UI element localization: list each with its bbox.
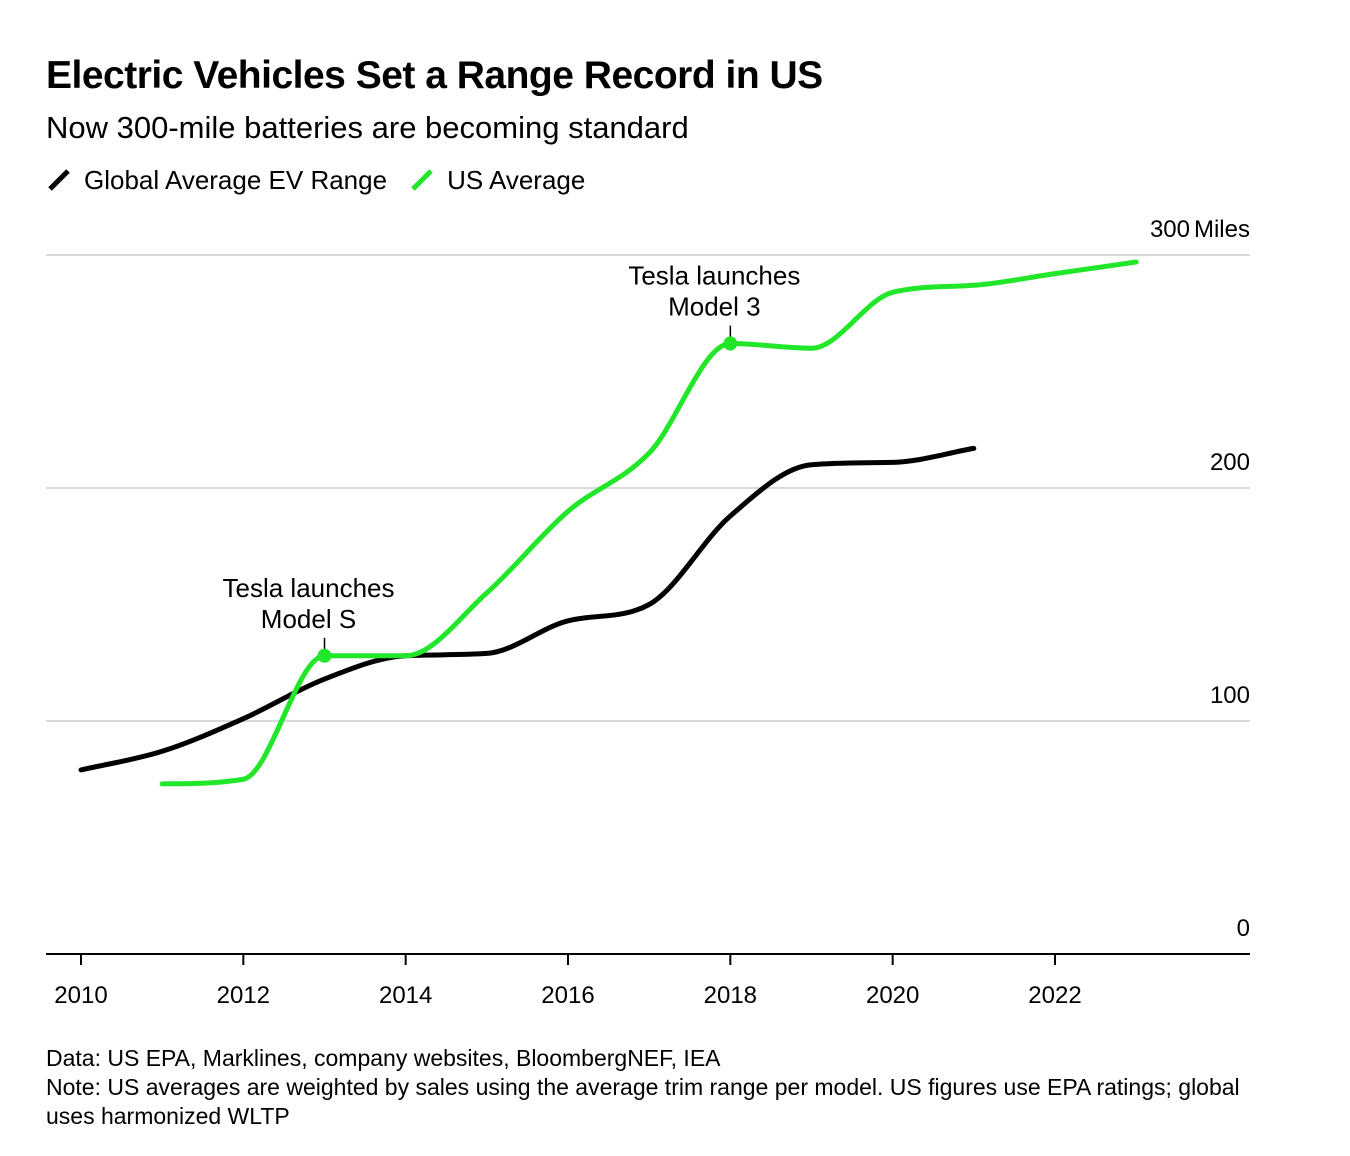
- x-tick-label-2016: 2016: [541, 982, 594, 1009]
- series-line-us: [159, 259, 1139, 787]
- x-tick-label-2014: 2014: [379, 982, 432, 1009]
- annotation-label-1-line-1: Model 3: [668, 292, 761, 322]
- annotation-label-0-line-0: Tesla launches: [223, 573, 395, 603]
- y-tick-label-200: 200: [1210, 449, 1250, 476]
- annotation-marker-1: [723, 336, 738, 351]
- legend-label-us: US Average: [447, 164, 586, 195]
- line-chart: 0 100 200 300 Miles 2010 2012 2014 2016 2018 2020 2…: [46, 216, 1250, 1009]
- legend-label-global: Global Average EV Range: [84, 164, 388, 195]
- footnote: Data: US EPA, Marklines, company website…: [46, 1044, 1286, 1131]
- legend-swatch-us: [411, 169, 433, 191]
- y-tick-label-300: 300 Miles: [1150, 216, 1250, 243]
- legend-swatch-global: [48, 169, 70, 191]
- methodology-note: Note: US averages are weighted by sales …: [46, 1074, 1240, 1129]
- annotation-label-0-line-1: Model S: [261, 604, 356, 634]
- x-tick-label-2020: 2020: [866, 982, 919, 1009]
- legend: Global Average EV Range US Average: [46, 163, 607, 197]
- annotation-marker-0: [317, 648, 332, 663]
- y-tick-label-0: 0: [1237, 915, 1250, 942]
- x-tick-label-2012: 2012: [217, 982, 270, 1009]
- source-note: Data: US EPA, Marklines, company website…: [46, 1045, 721, 1071]
- x-tick-label-2018: 2018: [704, 982, 757, 1009]
- y-tick-label-100: 100: [1210, 682, 1250, 709]
- legend-item-us: US Average: [409, 165, 585, 196]
- chart-subtitle: Now 300-mile batteries are becoming stan…: [46, 110, 689, 145]
- x-tick-label-2010: 2010: [54, 982, 107, 1009]
- x-tick-label-2022: 2022: [1028, 982, 1081, 1009]
- annotation-label-1-line-0: Tesla launches: [628, 261, 800, 291]
- chart-title: Electric Vehicles Set a Range Record in …: [46, 54, 823, 97]
- legend-item-global: Global Average EV Range: [46, 165, 387, 196]
- series-line-global: [78, 445, 977, 773]
